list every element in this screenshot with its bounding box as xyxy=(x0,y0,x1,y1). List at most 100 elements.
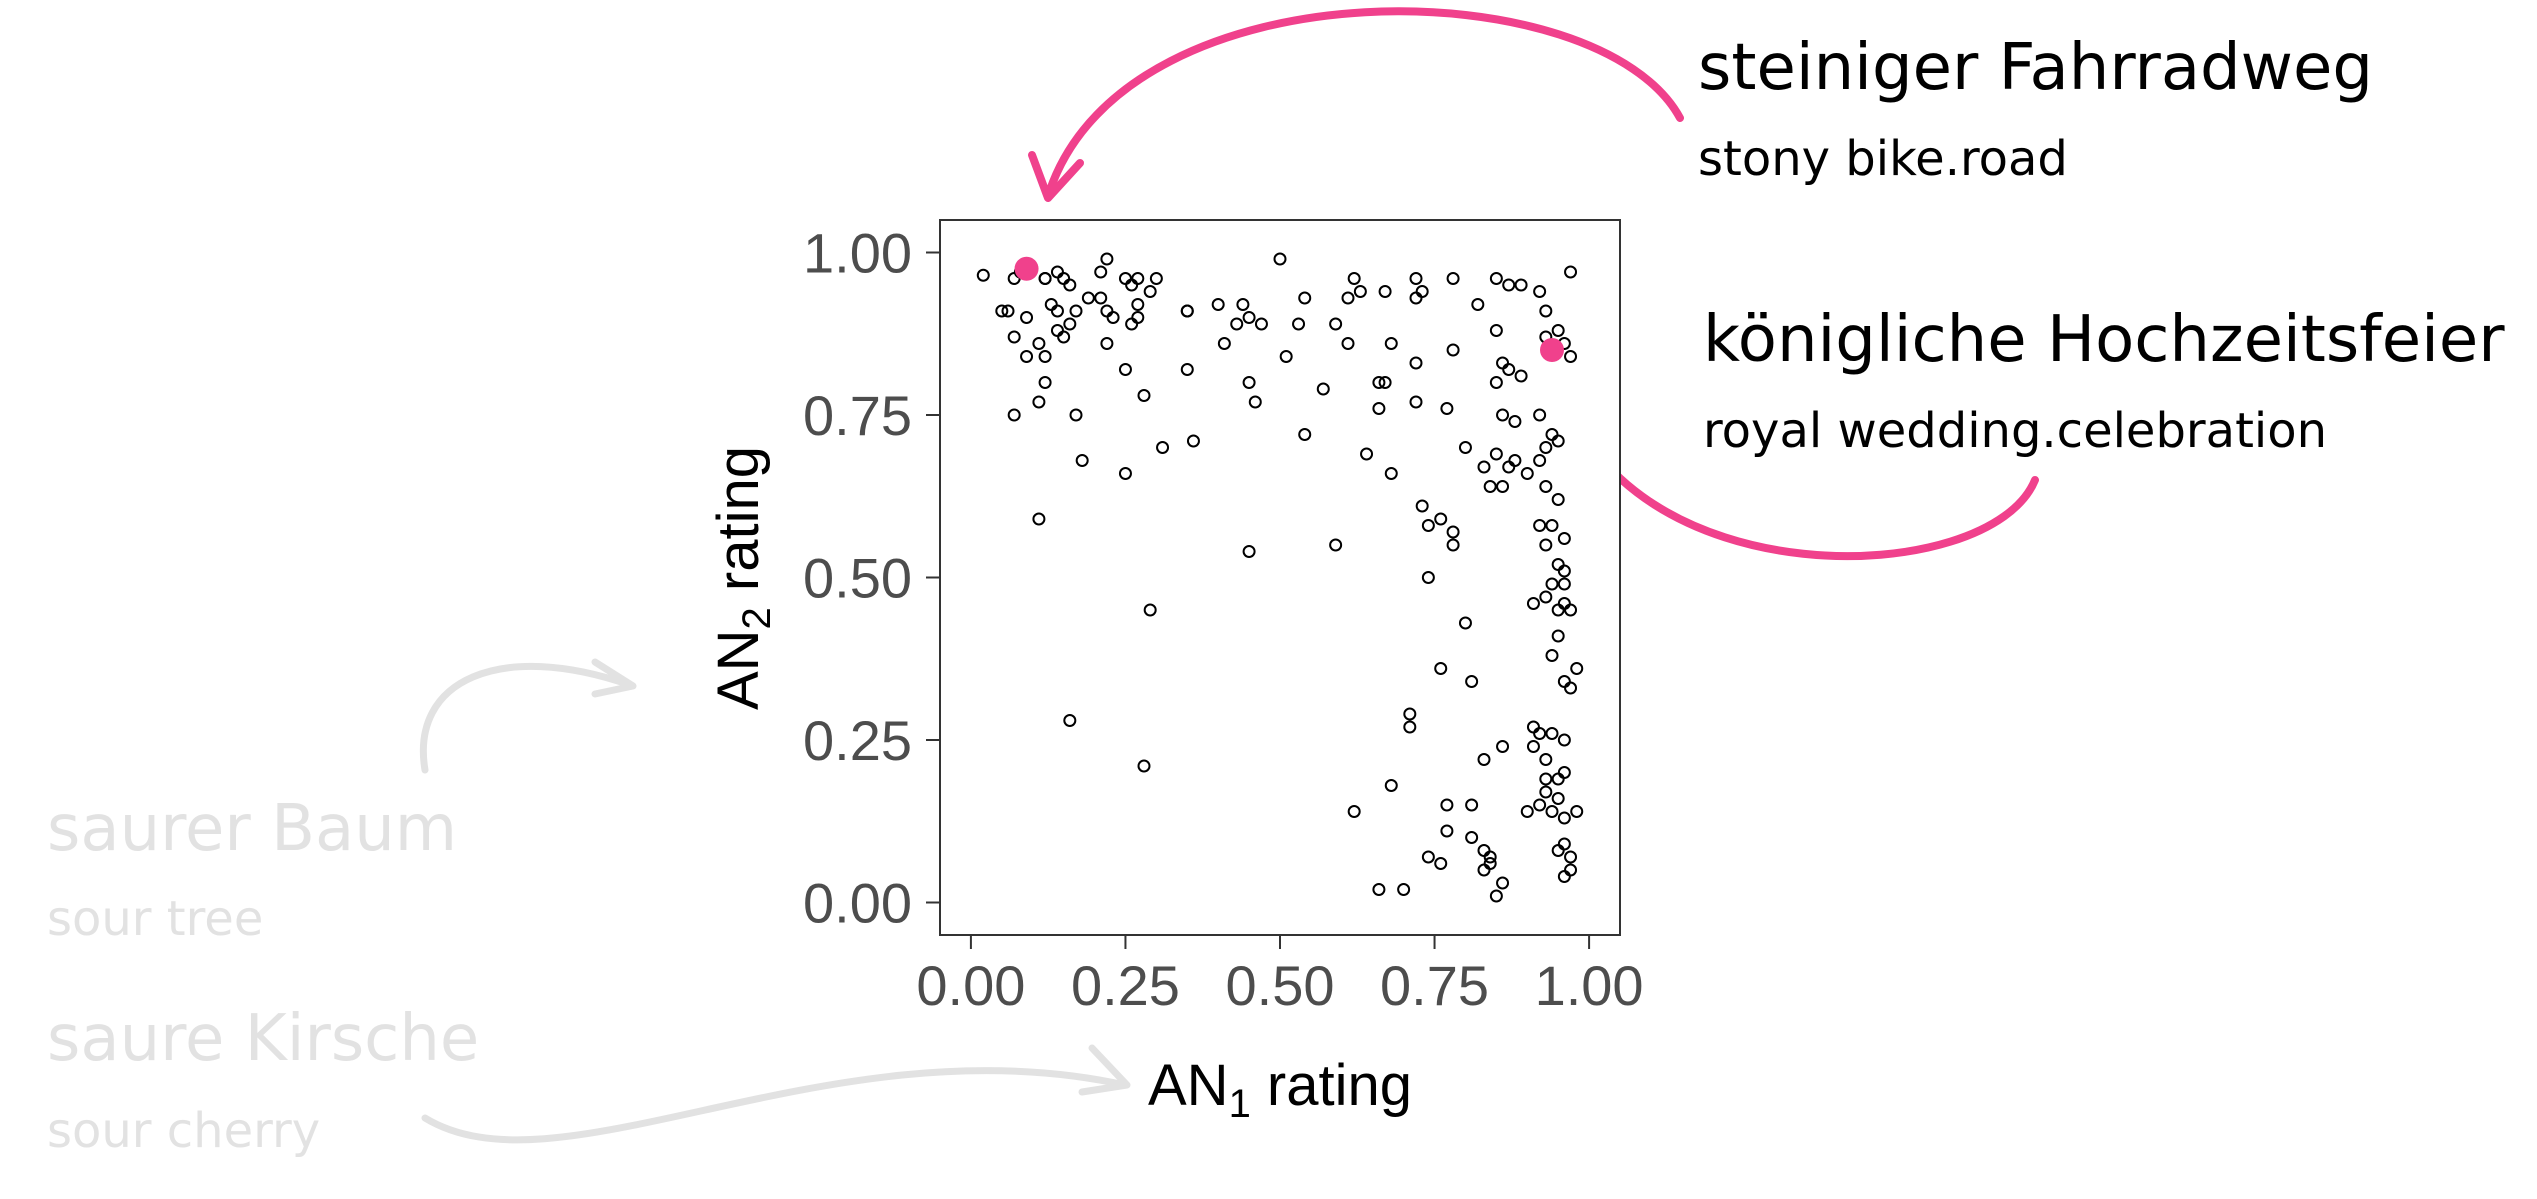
data-point xyxy=(1502,363,1516,376)
data-point xyxy=(1131,311,1145,324)
data-point xyxy=(1446,538,1460,552)
data-point xyxy=(1378,285,1392,298)
data-point xyxy=(1434,662,1448,675)
data-point xyxy=(1446,525,1460,539)
arrowhead-sour-tree xyxy=(591,658,637,698)
data-point xyxy=(1384,337,1398,350)
data-point xyxy=(1526,597,1540,610)
data-point xyxy=(1539,538,1553,552)
x-axis-title-base: AN xyxy=(1148,1053,1229,1118)
data-point xyxy=(1551,493,1565,506)
data-point xyxy=(1273,252,1287,266)
annotation-de: steiniger Fahrradweg xyxy=(1698,31,2373,105)
data-point xyxy=(1409,291,1423,305)
data-point xyxy=(1440,402,1454,415)
data-point xyxy=(1434,512,1448,526)
data-point xyxy=(1421,519,1435,532)
data-point xyxy=(976,268,990,282)
data-point xyxy=(1131,272,1145,285)
data-point xyxy=(1520,805,1534,818)
data-point xyxy=(1347,805,1361,818)
x-axis-title-sub: 1 xyxy=(1229,1082,1251,1126)
annotation-de: königliche Hochzeitsfeier xyxy=(1703,303,2505,377)
data-point xyxy=(1038,272,1052,285)
data-point xyxy=(1564,350,1578,363)
data-point xyxy=(1483,850,1497,864)
x-axis-title: AN1 rating xyxy=(1148,1053,1412,1126)
data-point xyxy=(1032,395,1046,409)
data-point xyxy=(1403,707,1417,721)
x-tick-label: 0.00 xyxy=(916,954,1025,1017)
data-point xyxy=(1539,480,1553,493)
data-point xyxy=(1032,337,1046,350)
annotation-en: stony bike.road xyxy=(1698,131,2068,187)
data-point xyxy=(1483,480,1497,493)
data-point xyxy=(1020,311,1034,324)
x-axis: 0.00 0.25 0.50 0.75 1.00 xyxy=(916,935,1644,1017)
data-point xyxy=(1557,564,1571,578)
data-point xyxy=(1372,883,1386,896)
data-point xyxy=(1440,798,1454,812)
data-point xyxy=(1502,460,1516,474)
data-point xyxy=(1477,753,1491,766)
data-point xyxy=(1038,350,1052,363)
data-point xyxy=(1384,779,1398,792)
data-point xyxy=(1539,441,1553,454)
data-point xyxy=(1001,304,1015,318)
data-point xyxy=(1106,311,1120,324)
data-point xyxy=(1564,850,1578,864)
data-point xyxy=(1446,272,1460,285)
y-axis-title-tail: rating xyxy=(706,446,771,607)
data-point xyxy=(1137,759,1151,773)
highlighted-point xyxy=(1014,256,1039,281)
data-point xyxy=(1131,298,1145,311)
data-point xyxy=(1458,616,1472,630)
data-point xyxy=(1557,811,1571,825)
data-point xyxy=(1254,317,1268,331)
data-point xyxy=(1032,512,1046,526)
data-point xyxy=(1434,857,1448,870)
data-point xyxy=(1242,311,1256,324)
data-point xyxy=(1564,681,1578,695)
data-point xyxy=(1063,714,1077,727)
arrow-sour-tree xyxy=(419,662,634,774)
data-point xyxy=(1539,753,1553,766)
data-point xyxy=(1372,402,1386,415)
data-point xyxy=(1050,304,1064,318)
data-point xyxy=(1038,376,1052,389)
data-point xyxy=(1545,577,1559,591)
data-point xyxy=(1230,317,1244,331)
highlighted-points xyxy=(1014,256,1564,362)
y-axis-title: AN2 rating xyxy=(706,446,779,710)
data-point xyxy=(1353,285,1367,298)
data-point xyxy=(1329,317,1343,331)
arrow-sour-cherry xyxy=(421,1067,1129,1144)
data-point xyxy=(1409,272,1423,285)
data-point xyxy=(1421,850,1435,864)
data-point xyxy=(1211,298,1225,311)
data-point xyxy=(1489,447,1503,461)
data-point xyxy=(1316,382,1330,396)
data-point xyxy=(1421,571,1435,584)
data-point xyxy=(1217,337,1231,350)
highlighted-point xyxy=(1540,338,1564,362)
annotation-royal-wedding: königliche Hochzeitsfeier royal wedding.… xyxy=(1703,303,2505,459)
data-point xyxy=(1298,291,1312,305)
y-tick-label: 1.00 xyxy=(803,222,912,285)
arrowhead-stony-bike-road xyxy=(1028,151,1084,202)
data-point xyxy=(1057,330,1071,344)
data-point xyxy=(1557,532,1571,545)
data-point xyxy=(1094,291,1108,305)
data-point xyxy=(1409,395,1423,409)
annotation-sour-cherry: saure Kirsche sour cherry xyxy=(47,1002,479,1159)
data-point xyxy=(1496,876,1510,890)
x-tick-label: 0.25 xyxy=(1071,954,1180,1017)
data-point xyxy=(1489,272,1503,285)
data-point xyxy=(1403,720,1417,734)
data-point xyxy=(1557,733,1571,747)
annotation-stony-bike-road: steiniger Fahrradweg stony bike.road xyxy=(1698,31,2373,187)
x-tick-label: 1.00 xyxy=(1535,954,1644,1017)
data-point xyxy=(1186,434,1200,448)
data-point xyxy=(1378,376,1392,389)
